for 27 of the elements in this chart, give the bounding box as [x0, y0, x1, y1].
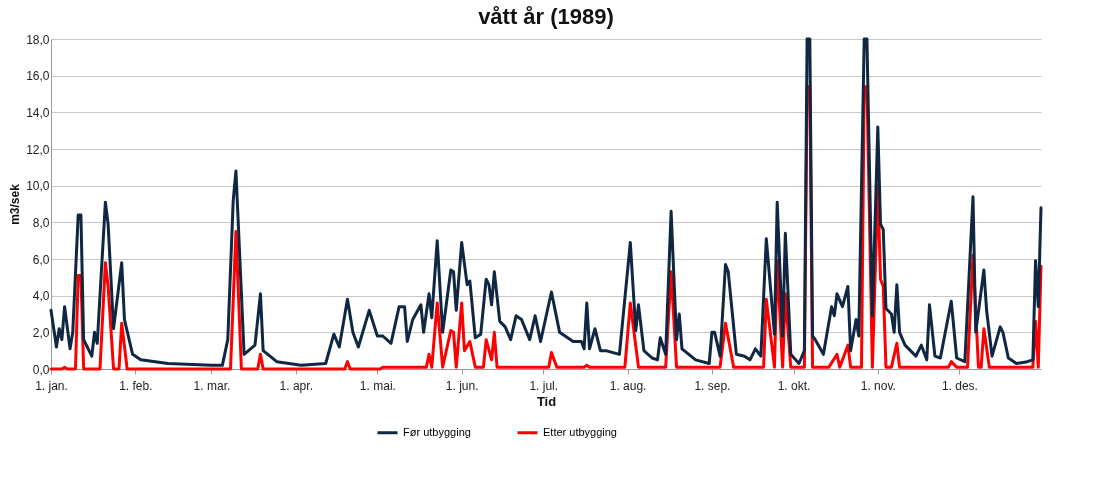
x-tick-label: 1. jan. — [35, 378, 68, 393]
x-axis-title: Tid — [536, 393, 557, 409]
y-tick-label: 18,0 — [26, 32, 50, 47]
x-tick-label: 1. okt. — [777, 378, 811, 393]
x-tick-label: 1. des. — [941, 378, 978, 393]
x-tick-label: 1. jun. — [445, 378, 479, 393]
x-tick-label: 1. nov. — [860, 378, 896, 393]
y-tick-label: 2,0 — [32, 325, 50, 340]
y-tick-label: 0,0 — [32, 362, 50, 377]
y-axis-title: m3/sek — [8, 183, 23, 225]
x-tick-label: 1. jul. — [529, 378, 559, 393]
x-tick-label: 1. aug. — [609, 378, 647, 393]
y-tick-label: 8,0 — [32, 215, 50, 230]
chart-title: vått år (1989) — [478, 4, 614, 29]
x-tick-label: 1. feb. — [119, 378, 153, 393]
y-tick-label: 6,0 — [32, 252, 50, 267]
legend-label: Etter utbygging — [543, 425, 617, 438]
y-tick-label: 10,0 — [26, 179, 50, 194]
y-tick-label: 16,0 — [26, 69, 50, 84]
y-tick-label: 4,0 — [32, 289, 50, 304]
x-tick-label: 1. sep. — [694, 378, 731, 393]
x-tick-label: 1. mar. — [193, 378, 231, 393]
x-tick-label: 1. apr. — [279, 378, 313, 393]
legend-label: Før utbygging — [403, 425, 471, 438]
y-tick-label: 12,0 — [26, 142, 50, 157]
y-tick-label: 14,0 — [26, 105, 50, 120]
x-tick-label: 1. mai. — [359, 378, 396, 393]
